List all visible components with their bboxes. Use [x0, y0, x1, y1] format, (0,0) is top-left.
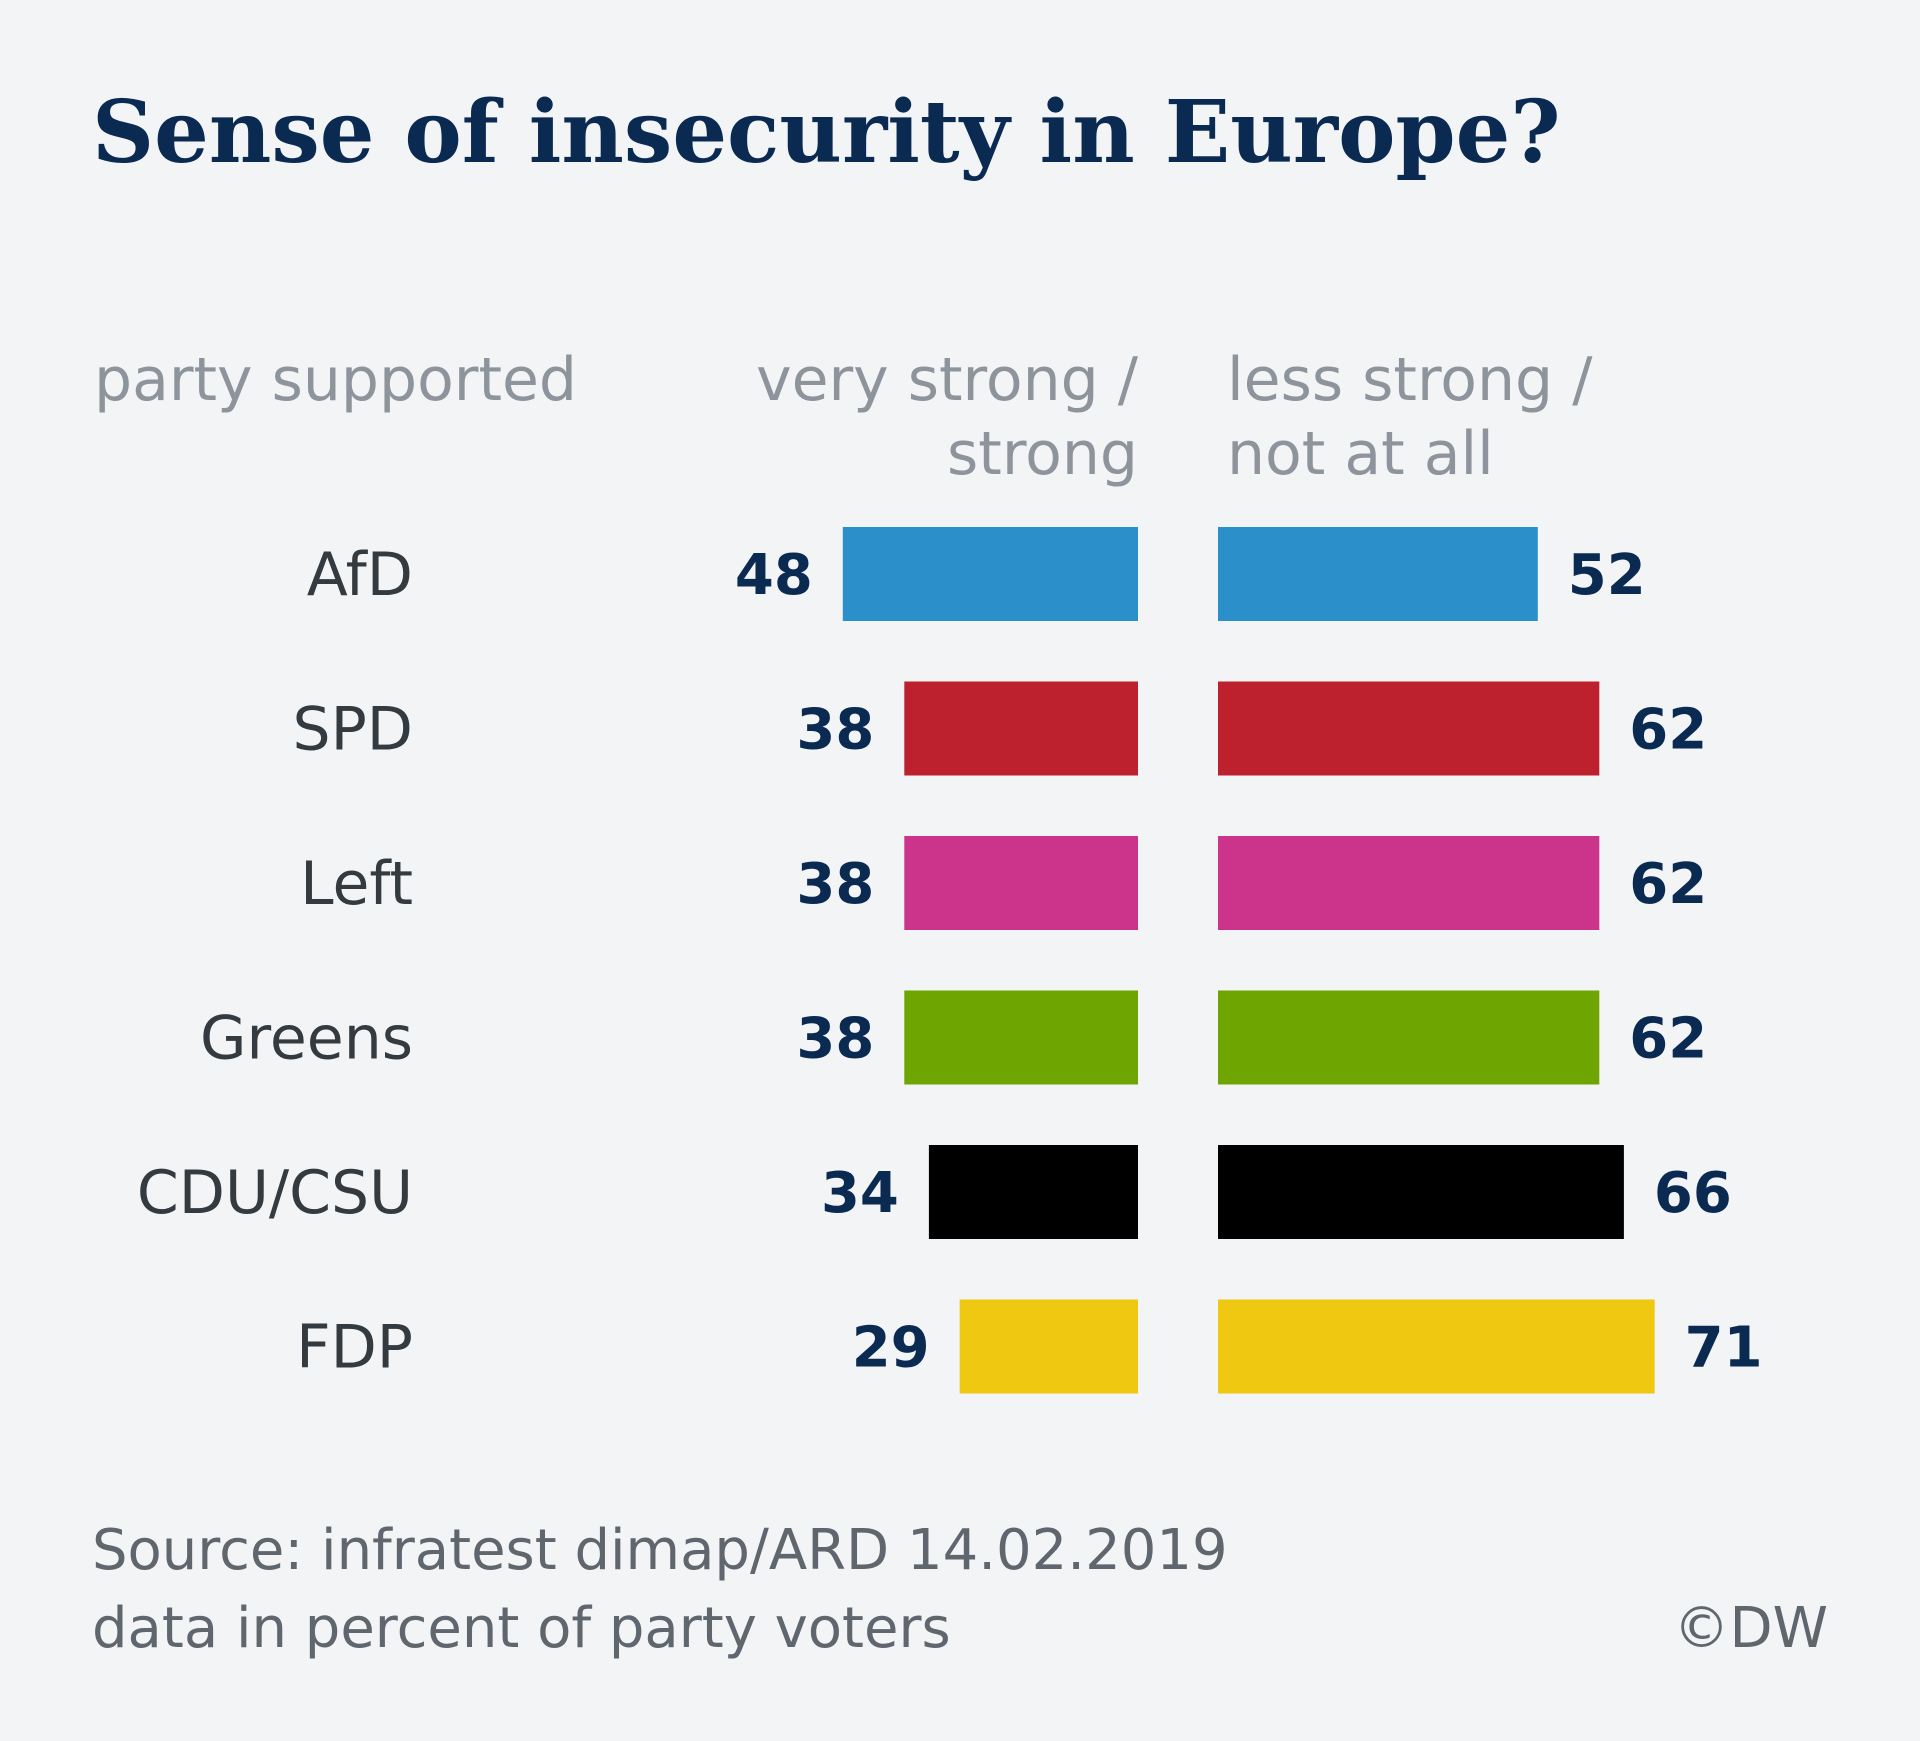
bar-less-spd	[1218, 681, 1600, 776]
value-label-less-fdp: 71	[1685, 1316, 1763, 1381]
category-label-spd: SPD	[293, 695, 413, 765]
value-label-strong-cdu-csu: 34	[821, 1161, 899, 1226]
bar-less-cdu-csu	[1218, 1145, 1624, 1239]
copyright-dw: ©DW	[1673, 1596, 1829, 1661]
column-header-less-line1: less strong /	[1227, 345, 1593, 415]
value-label-strong-afd: 48	[735, 543, 813, 608]
bar-less-afd	[1218, 527, 1538, 621]
category-label-greens: Greens	[200, 1004, 413, 1074]
category-label-afd: AfD	[307, 540, 413, 610]
bar-strong-fdp	[959, 1299, 1138, 1394]
bar-strong-afd	[842, 527, 1138, 621]
value-label-less-spd: 62	[1629, 698, 1707, 763]
bar-strong-left	[904, 836, 1138, 930]
bar-strong-greens	[904, 990, 1138, 1085]
value-label-strong-fdp: 29	[852, 1316, 930, 1381]
value-label-strong-greens: 38	[796, 1007, 874, 1072]
value-label-strong-spd: 38	[796, 698, 874, 763]
column-header-party-text: party supported	[94, 345, 577, 415]
category-label-fdp: FDP	[296, 1313, 413, 1383]
value-label-strong-left: 38	[796, 852, 874, 917]
column-header-party: party supported	[94, 343, 577, 417]
column-header-strong-line1: very strong /	[756, 345, 1138, 415]
source-line: Source: infratest dimap/ARD 14.02.2019	[92, 1518, 1228, 1583]
category-label-left: Left	[300, 849, 413, 919]
value-label-less-greens: 62	[1629, 1007, 1707, 1072]
chart-title: Sense of insecurity in Europe?	[92, 82, 1561, 183]
value-label-less-afd: 52	[1568, 543, 1646, 608]
bar-less-left	[1218, 836, 1600, 930]
bar-strong-cdu-csu	[928, 1145, 1138, 1239]
bar-strong-spd	[904, 681, 1138, 776]
column-header-strong-line2: strong	[947, 419, 1138, 489]
category-label-cdu-csu: CDU/CSU	[137, 1158, 413, 1228]
value-label-less-left: 62	[1629, 852, 1707, 917]
source-note: Source: infratest dimap/ARD 14.02.2019 d…	[92, 1512, 1228, 1668]
value-label-less-cdu-csu: 66	[1654, 1161, 1732, 1226]
column-header-less-line2: not at all	[1227, 419, 1494, 489]
bar-less-fdp	[1218, 1299, 1655, 1394]
unit-note: data in percent of party voters	[92, 1596, 951, 1661]
column-header-less: less strong / not at all	[1227, 343, 1592, 491]
column-header-strong: very strong / strong	[756, 343, 1138, 491]
bar-less-greens	[1218, 990, 1600, 1085]
